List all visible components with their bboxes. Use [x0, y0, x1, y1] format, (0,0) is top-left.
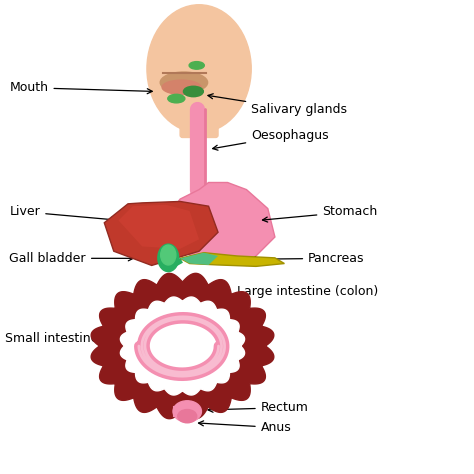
Polygon shape [180, 253, 284, 266]
Text: Anus: Anus [199, 421, 292, 434]
Ellipse shape [147, 5, 251, 133]
Text: Oesophagus: Oesophagus [213, 128, 329, 150]
Polygon shape [180, 253, 218, 265]
Text: Stomach: Stomach [263, 205, 378, 222]
Ellipse shape [173, 401, 201, 422]
Polygon shape [118, 205, 199, 249]
Polygon shape [104, 201, 218, 265]
Ellipse shape [162, 80, 201, 94]
Ellipse shape [178, 410, 197, 423]
Text: Mouth: Mouth [9, 81, 152, 94]
Text: Gall bladder: Gall bladder [9, 252, 133, 265]
Ellipse shape [158, 244, 179, 272]
Ellipse shape [183, 86, 203, 97]
Text: Pancreas: Pancreas [251, 252, 365, 265]
Polygon shape [91, 273, 274, 419]
Text: Liver: Liver [9, 205, 117, 222]
Polygon shape [120, 297, 245, 395]
Text: Salivary glands: Salivary glands [208, 94, 347, 117]
Text: Small intestine: Small intestine [5, 332, 128, 346]
Ellipse shape [161, 245, 176, 265]
Text: Rectum: Rectum [208, 401, 309, 414]
Text: Large intestine (colon): Large intestine (colon) [213, 285, 378, 298]
FancyBboxPatch shape [180, 90, 218, 137]
Ellipse shape [160, 72, 208, 93]
Ellipse shape [168, 94, 185, 103]
Polygon shape [166, 182, 275, 265]
Ellipse shape [189, 62, 204, 69]
Ellipse shape [151, 57, 164, 68]
